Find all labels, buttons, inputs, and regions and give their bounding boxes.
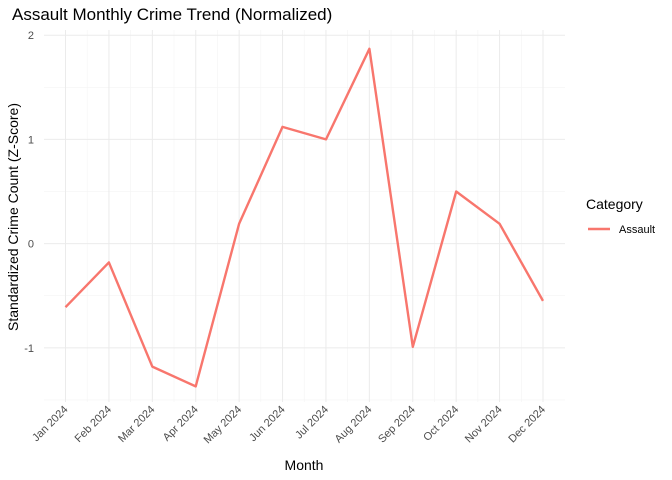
x-tick-label: Feb 2024 <box>73 404 114 445</box>
grid <box>44 30 565 402</box>
x-tick-label: May 2024 <box>202 404 245 447</box>
x-tick-label: Apr 2024 <box>161 404 201 444</box>
x-tick-label: Jan 2024 <box>30 404 70 444</box>
x-axis-title: Month <box>285 457 324 473</box>
legend-title: Category <box>586 196 643 212</box>
x-tick-label: Aug 2024 <box>333 404 375 446</box>
x-tick-label: Sep 2024 <box>376 404 418 446</box>
y-axis-title: Standardized Crime Count (Z-Score) <box>5 103 21 331</box>
y-axis-ticks: -1 0 1 2 <box>24 30 34 355</box>
series-layer <box>64 47 545 388</box>
x-tick-label: Mar 2024 <box>116 404 157 445</box>
legend: Category Assault <box>586 196 655 236</box>
chart-title: Assault Monthly Crime Trend (Normalized) <box>12 5 332 24</box>
y-tick-label: 0 <box>28 239 34 251</box>
y-tick-label: -1 <box>24 343 34 355</box>
series-line-assault <box>64 47 545 388</box>
y-tick-label: 1 <box>28 134 34 146</box>
x-tick-label: Dec 2024 <box>506 404 548 446</box>
x-tick-label: Jun 2024 <box>247 404 287 444</box>
y-tick-label: 2 <box>28 30 34 42</box>
x-tick-label: Nov 2024 <box>463 404 505 446</box>
x-axis-ticks: Jan 2024 Feb 2024 Mar 2024 Apr 2024 May 2024… <box>30 404 548 447</box>
legend-entries: Assault <box>588 224 655 236</box>
x-tick-label: Jul 2024 <box>293 404 331 442</box>
legend-label: Assault <box>619 224 655 236</box>
x-tick-label: Oct 2024 <box>421 404 461 444</box>
